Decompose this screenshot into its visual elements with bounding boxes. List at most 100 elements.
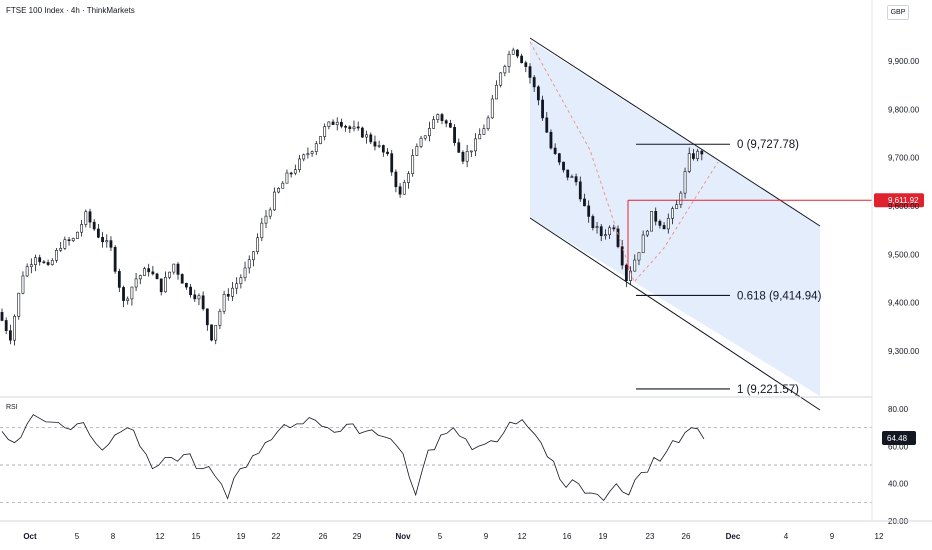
candle-up	[84, 211, 88, 225]
candle-up	[214, 325, 218, 341]
fib-level-label: 1 (9,221.57)	[737, 384, 799, 396]
candle-up	[671, 208, 674, 219]
candle-down	[331, 121, 335, 125]
candle-down	[587, 205, 591, 217]
candle-up	[268, 209, 272, 217]
candle-down	[532, 77, 536, 88]
candle-up	[243, 267, 247, 278]
candle-down	[360, 127, 364, 138]
candle-up	[264, 215, 268, 224]
price-tick-label: 9,700.00	[888, 154, 920, 163]
candle-up	[252, 251, 255, 261]
candle-up	[21, 275, 25, 294]
candle-up	[314, 143, 318, 152]
fib-level-label: 0.618 (9,414.94)	[737, 290, 822, 302]
candle-down	[557, 153, 561, 163]
price-tick-label: 9,400.00	[888, 299, 920, 308]
candle-down	[4, 320, 8, 331]
candle-up	[138, 275, 142, 280]
rsi-tick-label: 40.00	[888, 480, 909, 489]
candle-up	[197, 295, 201, 300]
candle-up	[71, 238, 75, 241]
time-tick-label: 9	[830, 532, 835, 541]
candle-down	[201, 295, 205, 310]
candle-down	[180, 274, 184, 284]
candle-down	[340, 121, 343, 127]
candle-down	[184, 282, 188, 288]
candle-up	[239, 277, 243, 284]
candle-up	[637, 252, 641, 261]
candle-up	[687, 153, 691, 172]
candle-up	[650, 211, 653, 232]
price-tick-label: 9,600.00	[888, 202, 920, 211]
time-tick-label: 29	[353, 532, 362, 541]
candle-up	[126, 298, 130, 301]
candle-up	[474, 138, 477, 152]
candle-down	[289, 172, 293, 175]
candle-down	[440, 114, 444, 121]
candle-up	[34, 257, 37, 265]
candle-down	[549, 131, 553, 149]
candle-up	[76, 231, 79, 239]
time-tick-label: 26	[682, 532, 691, 541]
candle-up	[570, 176, 574, 178]
candle-up	[25, 266, 29, 277]
candle-down	[369, 134, 373, 143]
rsi-tick-label: 80.00	[888, 405, 909, 414]
candle-down	[381, 145, 385, 153]
time-tick-label: 23	[646, 532, 655, 541]
candle-up	[130, 286, 134, 300]
candle-up	[402, 182, 406, 195]
candle-down	[566, 169, 570, 178]
candle-up	[298, 158, 301, 170]
candle-up	[428, 128, 431, 137]
candle-down	[394, 171, 398, 188]
candle-down	[189, 286, 192, 296]
candle-down	[210, 324, 213, 341]
time-tick-label: 19	[599, 532, 608, 541]
candle-down	[92, 221, 96, 230]
candle-up	[231, 287, 234, 297]
chart-title: FTSE 100 Index · 4h · ThinkMarkets	[6, 6, 135, 15]
time-tick-label: Dec	[726, 532, 741, 541]
currency-badge[interactable]: GBP	[887, 5, 909, 20]
candle-down	[553, 147, 557, 154]
rsi-tick-label: 60.00	[888, 442, 909, 451]
candle-down	[545, 117, 549, 133]
rsi-line	[1, 414, 705, 502]
candle-up	[415, 146, 419, 156]
swing-guide	[529, 41, 719, 283]
candle-down	[390, 153, 394, 173]
candle-up	[465, 151, 469, 162]
candle-up	[352, 126, 356, 130]
candle-up	[666, 218, 670, 230]
candle-down	[205, 308, 209, 326]
candle-down	[42, 261, 46, 264]
candle-up	[503, 66, 507, 74]
candle-up	[482, 128, 486, 135]
candle-down	[578, 181, 582, 200]
channel-lower-line	[529, 217, 821, 411]
candle-up	[486, 117, 490, 130]
candle-up	[499, 72, 503, 86]
candle-up	[327, 121, 331, 127]
candle-down	[117, 271, 121, 288]
candle-up	[608, 227, 612, 235]
candle-down	[101, 236, 104, 243]
candle-up	[134, 278, 138, 288]
candle-down	[528, 66, 532, 78]
time-tick-label: 5	[438, 532, 443, 541]
candle-down	[344, 126, 348, 128]
candle-down	[616, 228, 620, 247]
candle-down	[516, 49, 519, 57]
candle-up	[633, 259, 637, 272]
rsi-current-badge	[882, 430, 916, 445]
candle-up	[80, 224, 84, 233]
candle-up	[29, 264, 33, 267]
candle-down	[541, 99, 544, 119]
time-axis: Oct 5 8 12 15 19 22 26 29 Nov 5 9 12 16 19 23 26 Dec 4 9 12	[23, 532, 884, 541]
candle-up	[323, 126, 327, 137]
candle-down	[386, 151, 389, 154]
